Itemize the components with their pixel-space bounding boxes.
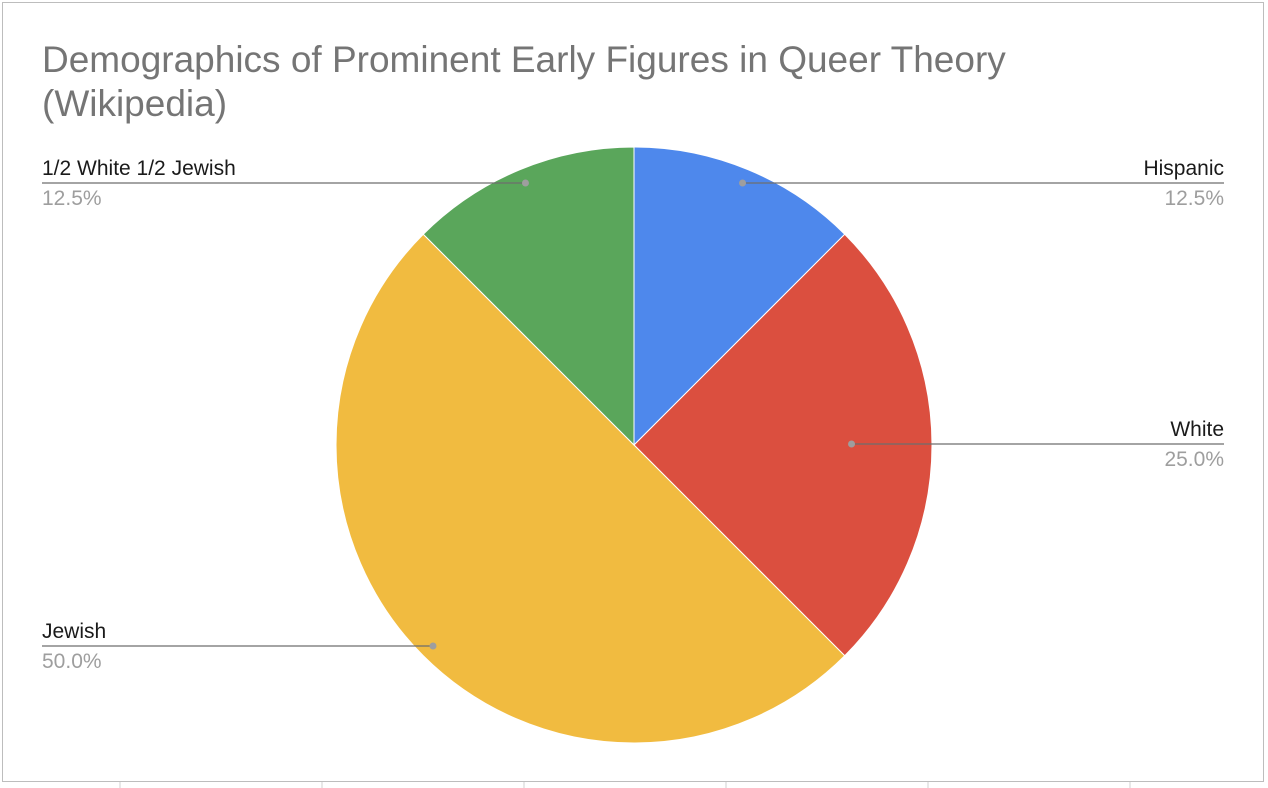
pie-slice-3[interactable] (422, 146, 635, 447)
slice-label-0: Hispanic (1143, 157, 1224, 180)
slice-percent-3: 12.5% (42, 187, 102, 210)
pie-callouts: Hispanic 12.5% White 25.0% Jewish 50.0% 1/2 Wh… (42, 157, 1224, 673)
callout-dot-1 (848, 440, 856, 448)
slice-label-2: Jewish (42, 620, 106, 643)
pie-slice-1[interactable] (633, 233, 933, 657)
slice-percent-2: 50.0% (42, 650, 102, 673)
callout-dot-2 (429, 642, 437, 650)
slice-label-1: White (1170, 418, 1224, 441)
pie-slice-2[interactable] (335, 233, 846, 744)
pie-slice-0[interactable] (633, 146, 846, 447)
callout-dot-0 (739, 179, 747, 187)
frame-tick-marks (119, 782, 1131, 788)
chart-title: Demographics of Prominent Early Figures … (42, 39, 1006, 124)
pie-slices (335, 146, 933, 744)
slice-label-3: 1/2 White 1/2 Jewish (42, 157, 236, 180)
slice-percent-1: 25.0% (1164, 448, 1224, 471)
callout-dot-3 (521, 179, 529, 187)
slice-percent-0: 12.5% (1164, 187, 1224, 210)
